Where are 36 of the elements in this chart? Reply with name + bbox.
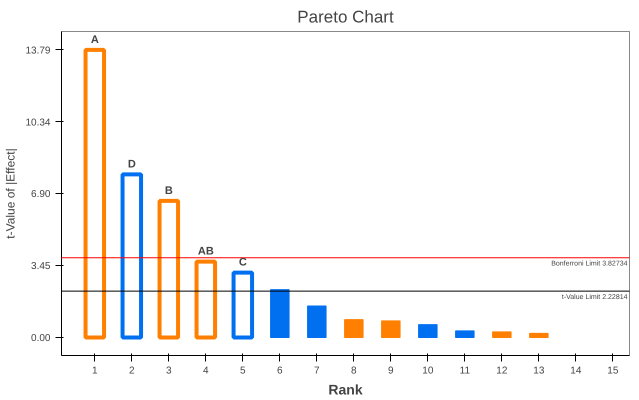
annotation: C [238, 256, 247, 269]
y-tick-label: 0.00 [31, 333, 51, 344]
bar [270, 289, 290, 338]
x-tick-label: 3 [166, 366, 172, 376]
bar [307, 306, 327, 338]
x-tick-label: 5 [240, 366, 246, 376]
annotation: B [164, 184, 173, 197]
x-tick-label: 8 [351, 366, 358, 376]
bar [344, 319, 364, 338]
x-tick-label: 7 [314, 366, 320, 376]
annotation: A [90, 34, 99, 46]
y-tick-label: 3.45 [31, 261, 51, 272]
y-tick-label: 6.90 [31, 189, 51, 200]
x-tick-label: 2 [129, 366, 136, 376]
x-axis-title: Rank [328, 382, 363, 398]
bar [418, 324, 438, 338]
y-tick-label: 10.34 [25, 117, 51, 128]
x-tick-label: 9 [388, 366, 394, 376]
x-tick-label: 6 [277, 366, 284, 376]
bar [455, 330, 475, 338]
bar [381, 320, 401, 338]
x-tick-label: 13 [533, 366, 545, 376]
y-axis-title: t-Value of |Effect| [3, 148, 18, 239]
y-tick-label: 13.79 [25, 45, 51, 56]
annotation: D [128, 158, 136, 170]
chart-title: Pareto Chart [297, 8, 394, 26]
x-tick-label: 11 [460, 366, 470, 376]
bar [492, 331, 512, 338]
bar [529, 332, 549, 338]
x-tick-label: 15 [607, 366, 619, 376]
x-tick-label: 12 [496, 366, 508, 376]
x-tick-label: 1 [92, 366, 98, 376]
x-tick-label: 10 [422, 366, 434, 376]
x-tick-label: 14 [570, 366, 582, 376]
x-tick-label: 4 [203, 366, 210, 376]
annotation: AB [198, 246, 214, 258]
